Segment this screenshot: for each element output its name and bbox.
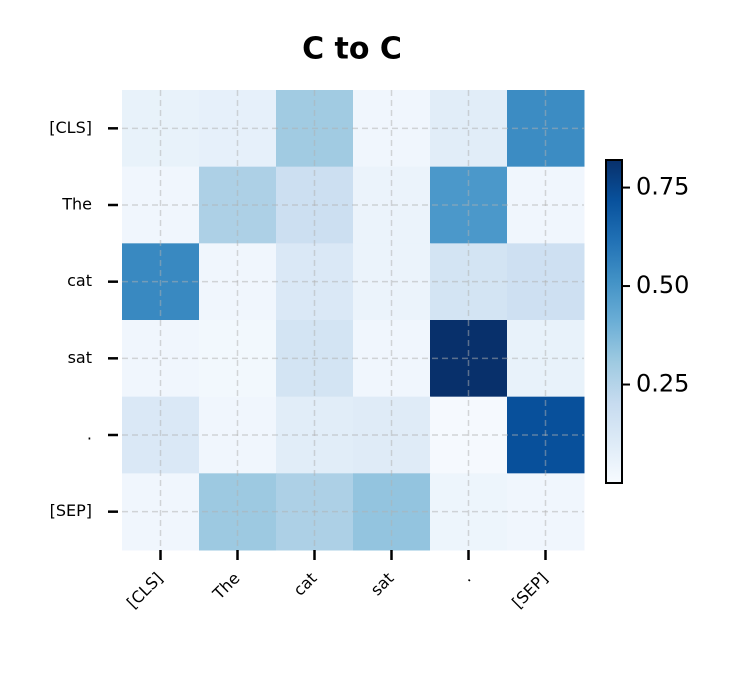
colorbar-tick-label: 0.75 <box>636 173 689 201</box>
y-tick-label: cat <box>67 271 92 290</box>
colorbar-tick-label: 0.50 <box>636 271 689 299</box>
x-tick-label: The <box>208 569 243 604</box>
y-tick-label: The <box>61 195 92 214</box>
y-tick-label: sat <box>68 348 92 367</box>
x-tick-label: sat <box>367 569 398 600</box>
y-tick-label: [CLS] <box>49 118 92 137</box>
x-tick-label: . <box>457 569 474 586</box>
chart-title: C to C <box>302 32 402 67</box>
x-tick-label: cat <box>289 569 320 600</box>
colorbar <box>605 159 623 484</box>
x-tick-label: [SEP] <box>508 569 551 612</box>
y-tick-label: . <box>87 425 92 444</box>
colorbar-tick-label: 0.25 <box>636 370 689 398</box>
x-tick-label: [CLS] <box>123 569 167 613</box>
y-tick-label: [SEP] <box>50 501 92 520</box>
